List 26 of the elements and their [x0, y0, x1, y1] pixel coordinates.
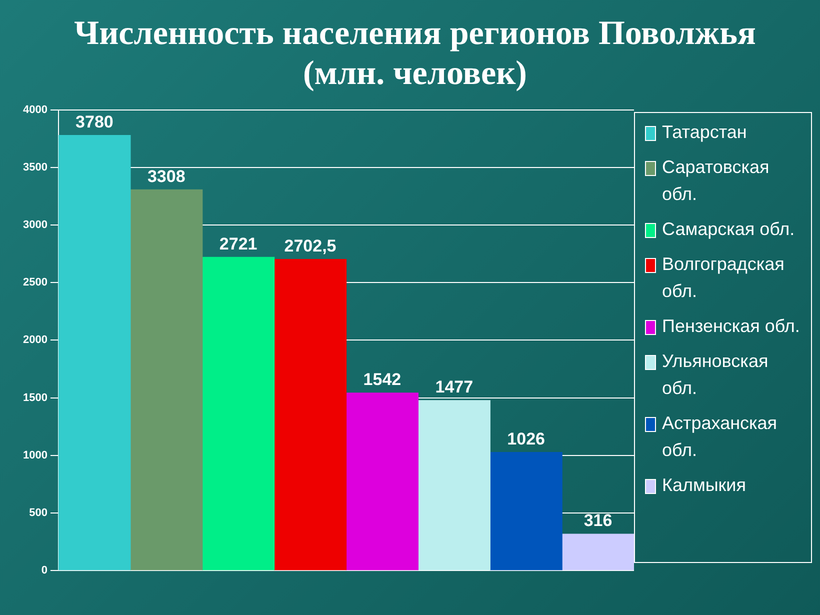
- legend-label: Пензенская обл.: [662, 315, 800, 338]
- y-tick-label: 0: [41, 564, 48, 576]
- y-tick-label: 4000: [22, 104, 48, 116]
- y-tick-label: 1000: [22, 449, 48, 462]
- y-tick-label: 2500: [22, 276, 48, 289]
- text: Татарстан: [662, 121, 747, 144]
- legend-label: Калмыкия: [662, 474, 746, 497]
- data-label: 2721: [219, 234, 258, 254]
- data-label: 1026: [507, 429, 545, 448]
- legend-label: Ульяновская обл.: [662, 350, 770, 400]
- legend-label: Астраханская обл.: [662, 412, 778, 462]
- data-label: 1542: [363, 370, 402, 390]
- y-tick-label: 2000: [22, 334, 48, 346]
- y-tick-label: 3500: [22, 162, 48, 174]
- data-label: 3780: [76, 112, 114, 132]
- data-label: 3308: [147, 166, 186, 186]
- y-tick-label: 3000: [22, 219, 48, 232]
- data-label: 1477: [435, 378, 474, 397]
- legend-label: Саратовская обл.: [662, 156, 770, 206]
- chart-title: Численность населения регионов Поволжья (млн. человек): [73, 14, 757, 94]
- y-tick-label: 1500: [22, 392, 48, 404]
- data-label: 316: [584, 511, 612, 530]
- y-tick-label: 500: [29, 506, 48, 519]
- data-label: 2702,5: [284, 236, 336, 256]
- legend-label: Самарская обл.: [662, 218, 795, 241]
- legend-label: Волгоградская обл.: [662, 253, 786, 303]
